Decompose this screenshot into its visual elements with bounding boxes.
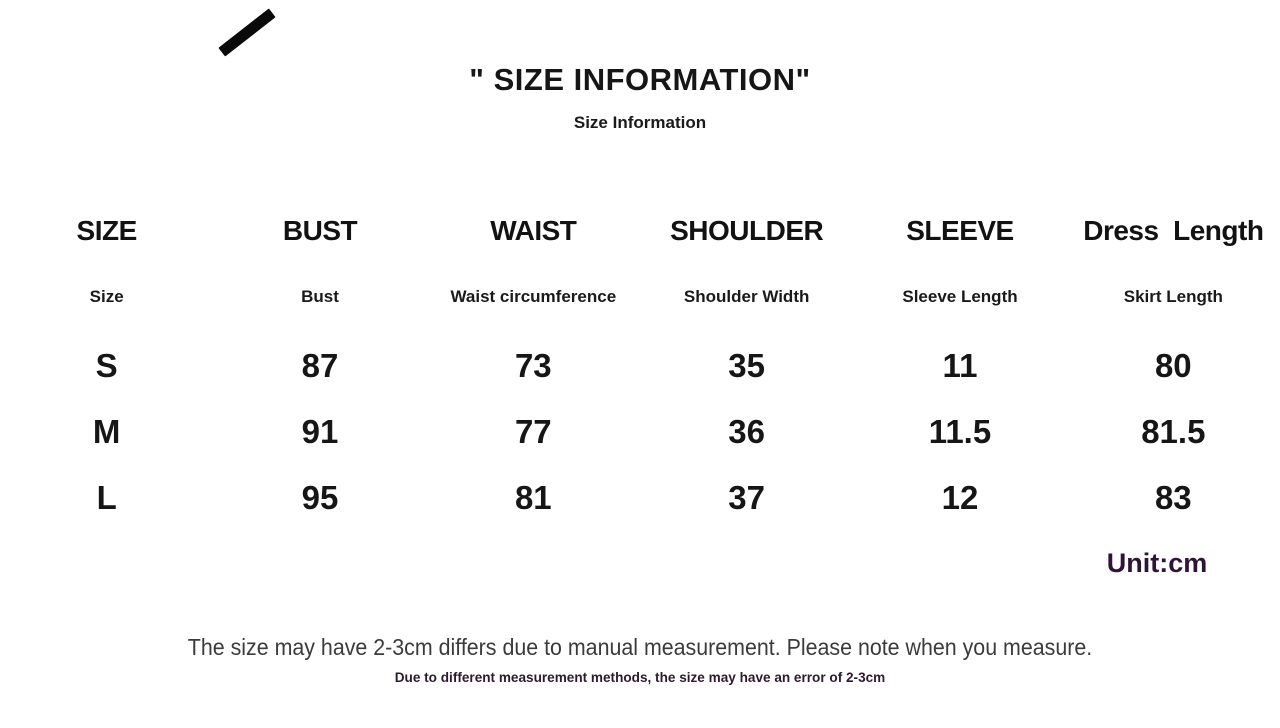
table-subheader-row: Size Bust Waist circumference Shoulder W… — [0, 280, 1280, 314]
unit-label: Unit:cm — [1106, 548, 1208, 578]
cell-shoulder: 36 — [728, 413, 766, 450]
note-primary: The size may have 2-3cm differs due to m… — [187, 634, 1093, 660]
column-header-dress-length: Dress Length — [1083, 215, 1264, 246]
cell-dress-length: 80 — [1154, 347, 1192, 384]
note-secondary: Due to different measurement methods, th… — [394, 669, 886, 685]
column-subheader-skirt-length: Skirt Length — [1123, 287, 1223, 306]
cell-waist: 81 — [514, 479, 552, 516]
cell-shoulder: 37 — [728, 479, 766, 516]
table-header-row: SIZE BUST WAIST SHOULDER SLEEVE Dress Le… — [0, 214, 1280, 248]
cell-shoulder: 35 — [728, 347, 766, 384]
column-header-bust: BUST — [282, 215, 358, 246]
column-header-shoulder: SHOULDER — [670, 215, 824, 246]
cell-dress-length: 83 — [1154, 479, 1192, 516]
table-row-size-m: M 91 77 36 11.5 81.5 — [0, 413, 1280, 450]
cell-size: L — [96, 479, 117, 516]
column-subheader-size: Size — [89, 287, 124, 306]
column-subheader-shoulder: Shoulder Width — [683, 287, 810, 306]
cell-size: S — [95, 347, 118, 384]
cell-bust: 95 — [301, 479, 339, 516]
page-subtitle: Size Information — [573, 113, 707, 132]
column-subheader-bust: Bust — [301, 287, 339, 306]
cell-waist: 77 — [514, 413, 552, 450]
cell-sleeve: 11.5 — [928, 413, 992, 450]
table-row-size-s: S 87 73 35 11 80 — [0, 347, 1280, 384]
column-subheader-waist: Waist circumference — [450, 287, 617, 306]
column-header-size: SIZE — [76, 215, 138, 246]
cell-waist: 73 — [514, 347, 552, 384]
cell-sleeve: 12 — [941, 479, 979, 516]
page-title: " SIZE INFORMATION" — [469, 62, 811, 97]
cell-size: M — [92, 413, 121, 450]
cell-sleeve: 11 — [942, 347, 978, 384]
cell-bust: 91 — [301, 413, 339, 450]
table-row-size-l: L 95 81 37 12 83 — [0, 479, 1280, 516]
column-subheader-sleeve: Sleeve Length — [902, 287, 1018, 306]
column-header-waist: WAIST — [490, 215, 577, 246]
cell-bust: 87 — [301, 347, 339, 384]
column-header-sleeve: SLEEVE — [906, 215, 1014, 246]
cell-dress-length: 81.5 — [1141, 413, 1206, 450]
diagonal-slash-icon — [218, 8, 276, 57]
